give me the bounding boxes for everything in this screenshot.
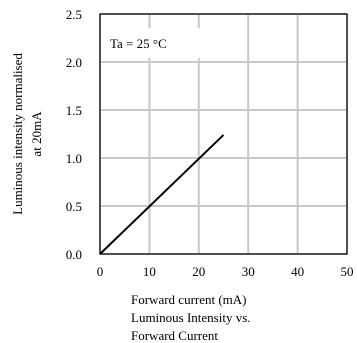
annotation-box <box>104 28 200 58</box>
y-tick-label: 2.0 <box>66 55 82 70</box>
caption-line-2: Forward Current <box>131 328 218 343</box>
x-tick-labels: 0 10 20 30 40 50 <box>97 264 354 279</box>
y-axis-title: Luminous intensity normalised at 20mA <box>10 53 44 215</box>
y-tick-label: 1.0 <box>66 151 82 166</box>
y-tick-label: 0.5 <box>66 199 82 214</box>
x-tick-label: 0 <box>97 264 104 279</box>
x-tick-label: 50 <box>341 264 354 279</box>
y-tick-label: 0.0 <box>66 247 82 262</box>
y-tick-labels: 0.0 0.5 1.0 1.5 2.0 2.5 <box>66 7 82 262</box>
x-tick-label: 40 <box>291 264 304 279</box>
series-layer <box>99 134 225 255</box>
y-axis-title-line-1: Luminous intensity normalised <box>10 53 25 215</box>
x-tick-label: 20 <box>192 264 205 279</box>
y-axis-title-line-2: at 20mA <box>29 111 44 157</box>
plot-frame <box>99 13 348 255</box>
caption-line-1: Luminous Intensity vs. <box>131 310 251 325</box>
x-tick-label: 10 <box>143 264 156 279</box>
y-tick-label: 1.5 <box>66 103 82 118</box>
series-line <box>99 134 225 255</box>
annotation-text: Ta = 25 °C <box>110 36 167 51</box>
x-tick-label: 30 <box>242 264 255 279</box>
x-axis-title: Forward current (mA) <box>131 292 247 307</box>
y-tick-label: 2.5 <box>66 7 82 22</box>
